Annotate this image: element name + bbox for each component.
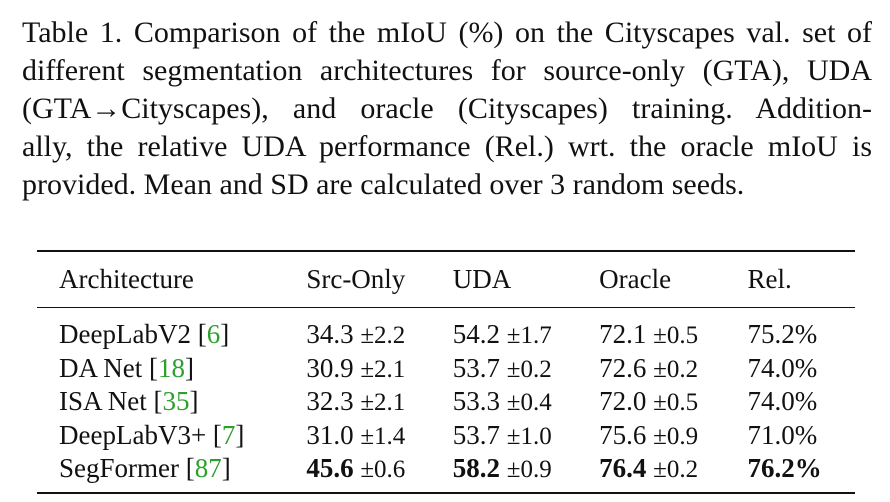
mean-value: 54.2	[452, 319, 500, 350]
citation-link[interactable]: 7	[221, 419, 236, 450]
table-row: SegFormer [87] 45.6 ±0.6 58.2 ±0.9 76.4 …	[37, 452, 855, 493]
table-row: DeepLabV2 [6] 34.3 ±2.2 54.2 ±1.7 72.1 ±…	[37, 307, 855, 352]
sd-value: ±0.2	[653, 355, 699, 383]
mean-value: 30.9	[306, 352, 354, 383]
table-row: ISA Net [35] 32.3 ±2.1 53.3 ±0.4 72.0 ±0…	[37, 385, 855, 419]
sd-value: ±1.7	[506, 322, 552, 350]
mean-value: 53.7	[452, 352, 500, 383]
rel-cell: 75.2%	[747, 319, 818, 350]
architecture-cell: DeepLabV2 [6]	[59, 319, 230, 350]
sd-value: ±0.5	[653, 389, 699, 417]
architecture-name: DeepLabV2	[59, 319, 191, 350]
architecture-name: DeepLabV3+	[59, 419, 207, 450]
results-table-wrapper: Architecture Src-Only UDA Oracle Rel. De…	[37, 250, 855, 494]
oracle-cell: 76.4 ±0.2	[599, 452, 747, 493]
citation-link[interactable]: 6	[206, 319, 221, 350]
citation-link[interactable]: 18	[158, 352, 185, 383]
uda-cell: 54.2 ±1.7	[453, 308, 599, 352]
architecture-cell: SegFormer [87]	[59, 453, 231, 484]
src-only-cell: 45.6 ±0.6	[306, 452, 452, 493]
rel-cell: 71.0%	[747, 419, 818, 450]
rel-cell-best: 76.2%	[747, 453, 822, 484]
architecture-name: DA Net	[59, 352, 143, 383]
architecture-cell: DeepLabV3+ [7]	[59, 419, 245, 450]
mean-value-best: 58.2	[452, 453, 500, 484]
architecture-name: ISA Net	[59, 386, 147, 417]
header-uda: UDA	[452, 264, 512, 294]
src-only-cell: 32.3 ±2.1	[306, 385, 452, 419]
src-only-cell: 34.3 ±2.2	[306, 308, 452, 352]
citation-link[interactable]: 87	[194, 453, 222, 484]
citation-link[interactable]: 35	[162, 386, 190, 417]
sd-value: ±0.2	[506, 355, 552, 383]
results-table: Architecture Src-Only UDA Oracle Rel. De…	[37, 250, 855, 494]
sd-value: ±2.1	[360, 389, 406, 417]
caption-line: ally, the relative UDA performance (Rel.…	[22, 130, 872, 163]
architecture-cell: DA Net [18]	[59, 352, 194, 383]
sd-value: ±0.5	[653, 322, 699, 350]
header-rel: Rel.	[747, 264, 792, 294]
uda-cell: 53.7 ±0.2	[453, 352, 599, 386]
mean-value: 53.7	[452, 419, 500, 450]
header-src-only: Src-Only	[306, 264, 406, 294]
oracle-cell: 72.0 ±0.5	[599, 385, 747, 419]
sd-value: ±0.9	[506, 456, 552, 484]
mean-value: 72.1	[599, 319, 647, 350]
mean-value: 53.3	[452, 386, 500, 417]
sd-value: ±2.1	[360, 355, 406, 383]
sd-value: ±1.4	[360, 422, 406, 450]
sd-value: ±0.4	[506, 389, 552, 417]
src-only-cell: 31.0 ±1.4	[306, 419, 452, 453]
table-row: DeepLabV3+ [7] 31.0 ±1.4 53.7 ±1.0 75.6 …	[37, 419, 855, 453]
rel-cell: 74.0%	[747, 352, 818, 383]
table-caption: Table 1. Comparison of the mIoU (%) on t…	[22, 14, 872, 204]
architecture-name: SegFormer	[59, 453, 179, 484]
sd-value: ±0.2	[653, 456, 699, 484]
oracle-cell: 72.1 ±0.5	[599, 308, 747, 352]
mean-value-best: 76.4	[599, 453, 647, 484]
mean-value: 31.0	[306, 419, 354, 450]
src-only-cell: 30.9 ±2.1	[306, 352, 452, 386]
table-row: DA Net [18] 30.9 ±2.1 53.7 ±0.2 72.6 ±0.…	[37, 352, 855, 386]
caption-line: different segmentation architectures for…	[22, 54, 872, 87]
mean-value: 75.6	[599, 419, 647, 450]
sd-value: ±0.6	[360, 456, 406, 484]
oracle-cell: 72.6 ±0.2	[599, 352, 747, 386]
header-row: Architecture Src-Only UDA Oracle Rel.	[37, 251, 855, 308]
mean-value: 32.3	[306, 386, 354, 417]
sd-value: ±0.9	[653, 422, 699, 450]
mean-value: 34.3	[306, 319, 354, 350]
mean-value: 72.6	[599, 352, 647, 383]
caption-line: (GTA→Cityscapes), and oracle (Cityscapes…	[22, 92, 872, 125]
caption-line: Table 1. Comparison of the mIoU (%) on t…	[22, 16, 872, 49]
header-oracle: Oracle	[599, 264, 672, 294]
uda-cell: 53.7 ±1.0	[453, 419, 599, 453]
sd-value: ±1.0	[506, 422, 552, 450]
rel-cell: 74.0%	[747, 386, 818, 417]
caption-line: provided. Mean and SD are calculated ove…	[22, 168, 745, 201]
mean-value-best: 45.6	[306, 453, 354, 484]
oracle-cell: 75.6 ±0.9	[599, 419, 747, 453]
uda-cell: 58.2 ±0.9	[453, 452, 599, 493]
sd-value: ±2.2	[360, 322, 406, 350]
architecture-cell: ISA Net [35]	[59, 386, 199, 417]
header-architecture: Architecture	[59, 264, 194, 294]
uda-cell: 53.3 ±0.4	[453, 385, 599, 419]
mean-value: 72.0	[599, 386, 647, 417]
